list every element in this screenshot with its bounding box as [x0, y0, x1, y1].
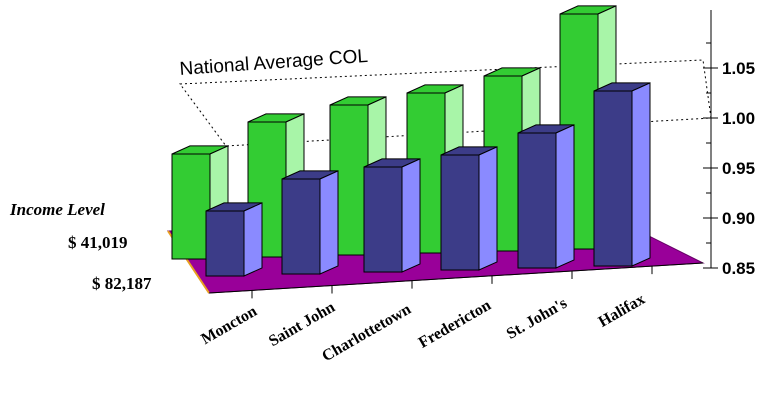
bar-front-2 — [363, 158, 421, 273]
bar-front-3 — [440, 146, 498, 271]
national-average-label: National Average COL — [179, 46, 369, 80]
bar-front-1-side — [319, 170, 339, 275]
series-label-front: $ 82,187 — [92, 274, 152, 293]
bar-front-5 — [593, 82, 651, 267]
value-tick-label: 1.05 — [722, 59, 755, 78]
bar-front-1 — [281, 170, 339, 275]
bar-front-4 — [517, 124, 575, 269]
bar-front-0-front — [205, 210, 245, 277]
bar-front-0-side — [243, 202, 263, 277]
value-tick-label: 0.95 — [722, 159, 755, 178]
bar-front-2-front — [363, 166, 403, 273]
value-tick-label: 1.00 — [722, 109, 755, 128]
bar-front-5-side — [631, 82, 651, 267]
category-label: Moncton — [198, 303, 260, 348]
depth-axis-title: Income Level — [9, 200, 105, 219]
bar-front-2-side — [401, 158, 421, 273]
bar-front-4-front — [517, 132, 557, 269]
bar-front-5-front — [593, 90, 633, 267]
category-label: Fredericton — [416, 297, 494, 352]
bar-front-0 — [205, 202, 263, 277]
bar-front-4-side — [555, 124, 575, 269]
value-tick-label: 0.85 — [722, 259, 755, 278]
value-tick-label: 0.90 — [722, 209, 755, 228]
series-label-back: $ 41,019 — [68, 233, 128, 252]
category-axis-line — [208, 262, 704, 294]
bar-front-3-front — [440, 154, 480, 271]
bar-front-1-front — [281, 178, 321, 275]
category-label: St. John's — [504, 295, 570, 343]
bar-back-0-front — [171, 153, 211, 260]
category-label: Halifax — [596, 291, 648, 331]
bar-front-3-side — [478, 146, 498, 271]
category-label: Saint John — [266, 299, 338, 350]
